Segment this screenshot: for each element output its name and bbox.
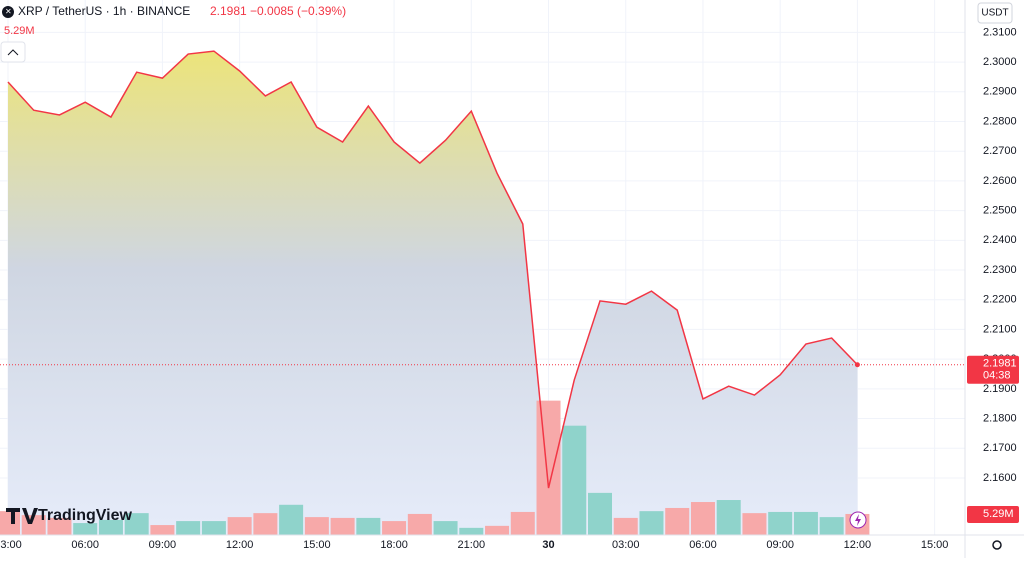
volume-bar [613, 517, 638, 535]
x-tick-label: 21:00 [458, 539, 486, 551]
y-tick-label: 2.1900 [983, 383, 1017, 395]
x-tick-label: 15:00 [303, 539, 331, 551]
volume-bar [768, 511, 793, 535]
collapse-button[interactable] [0, 41, 26, 63]
volume-bar [793, 511, 818, 535]
price-line [7, 50, 858, 489]
x-tick-label: 18:00 [380, 539, 408, 551]
y-tick-label: 2.2500 [983, 205, 1017, 217]
x-tick-label: 15:00 [921, 539, 949, 551]
volume-bar [330, 517, 355, 535]
volume-bar [253, 513, 278, 535]
volume-bar [510, 511, 535, 535]
volume-label-box [967, 505, 1019, 523]
plot-area [0, 0, 965, 535]
last-point [854, 362, 860, 368]
price-label: 2.1981 [983, 358, 1017, 370]
area-fill [7, 51, 858, 535]
volume-bar [279, 504, 304, 535]
symbol-title: XRP / TetherUS · 1h · BINANCE [18, 4, 190, 18]
x-tick-label: 09:00 [766, 539, 794, 551]
price-axis [965, 0, 1024, 535]
y-tick-label: 2.2400 [983, 234, 1017, 246]
volume-bar [433, 521, 458, 535]
y-tick-label: 2.1700 [983, 442, 1017, 454]
volume-last: 5.29M [4, 25, 35, 37]
volume-bar [176, 521, 201, 535]
x-tick-label: 12:00 [226, 539, 254, 551]
volume-bar [665, 507, 690, 535]
volume-bar [485, 525, 510, 535]
volume-bar [536, 400, 561, 535]
y-tick-label: 2.2700 [983, 145, 1017, 157]
volume-bar [690, 502, 715, 535]
volume-bar [562, 425, 587, 535]
last-price: 2.1981 [210, 4, 247, 18]
volume-bar [819, 517, 844, 535]
price-label-box [967, 355, 1019, 384]
volume-bar [382, 521, 407, 535]
y-tick-label: 2.2800 [983, 115, 1017, 127]
y-tick-label: 2.2300 [983, 264, 1017, 276]
volume-bar [0, 511, 20, 535]
y-tick-label: 2.2600 [983, 175, 1017, 187]
volume-bar [304, 517, 329, 535]
volume-bar [124, 513, 149, 535]
volume-bar [73, 523, 98, 535]
y-tick-label: 2.2900 [983, 86, 1017, 98]
volume-bar [201, 521, 226, 535]
x-tick-label: 03:00 [0, 539, 22, 551]
x-tick-label: 06:00 [689, 539, 717, 551]
axes: 2.3100 2.3000 2.2900 2.2800 2.2700 2.2600 2.25… [0, 26, 1019, 551]
volume-bar [459, 527, 484, 535]
volume-bar [47, 517, 72, 535]
y-tick-label: 2.2200 [983, 294, 1017, 306]
x-tick-label: 12:00 [844, 539, 872, 551]
brand-name: TradingView [38, 507, 133, 524]
volume-bar [407, 513, 432, 535]
y-tick-label: 2.1600 [983, 472, 1017, 484]
volume-bar [227, 517, 252, 535]
currency-label: USDT [981, 8, 1008, 19]
x-tick-label: 30 [542, 539, 554, 551]
price-change: −0.0085 (−0.39%) [250, 4, 346, 18]
icon-glyph: ✕ [5, 7, 12, 16]
currency-button[interactable] [977, 2, 1013, 24]
x-tick-label: 09:00 [149, 539, 177, 551]
brand-logo [6, 508, 38, 524]
volume-bar [716, 500, 741, 535]
y-tick-label: 2.2100 [983, 323, 1017, 335]
symbol-icon [2, 6, 14, 18]
y-tick-label: 2.3100 [983, 26, 1017, 38]
x-tick-label: 06:00 [71, 539, 99, 551]
collapse-icon [7, 49, 19, 56]
settings-button[interactable] [992, 540, 1002, 550]
volume-bar [588, 492, 613, 535]
volume-label: 5.29M [983, 508, 1014, 520]
countdown: 04:38 [983, 370, 1011, 382]
y-tick-label: 2.3000 [983, 56, 1017, 68]
volume-bar [356, 517, 381, 535]
volume-bar [639, 511, 664, 535]
volume-bar [98, 519, 123, 535]
volume-bar [150, 525, 175, 535]
x-tick-label: 03:00 [612, 539, 640, 551]
alert-icon [855, 514, 861, 526]
volume-bar [742, 513, 767, 535]
y-tick-label: 2.1800 [983, 412, 1017, 424]
